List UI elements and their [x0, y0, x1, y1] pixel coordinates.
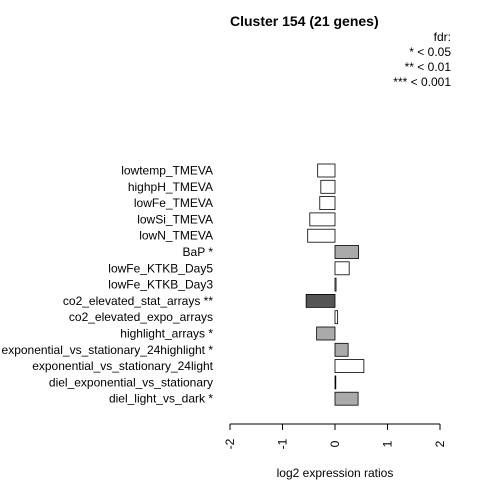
x-tick-label-5: 2 [433, 440, 447, 447]
bar-9 [305, 293, 336, 308]
category-label-14: diel_exponential_vs_stationary [49, 375, 213, 389]
x-tick-label-2: -1 [276, 438, 290, 449]
fdr-legend: fdr: * < 0.05 ** < 0.01 *** < 0.001 [393, 30, 451, 90]
x-axis: -2 -1 0 1 2 [223, 423, 447, 449]
x-axis-label: log2 expression ratios [277, 466, 394, 480]
bar-8 [334, 277, 337, 292]
category-label-4: lowSi_TMEVA [137, 212, 213, 226]
category-label-8: lowFe_KTKB_Day3 [108, 278, 213, 292]
chart-title: Cluster 154 (21 genes) [230, 13, 379, 29]
bar-5 [307, 228, 336, 243]
bar-3 [319, 196, 336, 211]
bar-11 [316, 326, 336, 341]
category-label-13: exponential_vs_stationary_24light [32, 359, 213, 373]
bar-4 [309, 212, 336, 227]
legend-title: fdr: [433, 30, 451, 44]
bar-14 [334, 375, 337, 390]
x-tick-label-4: 1 [381, 440, 395, 447]
x-tick-label-1: -2 [223, 438, 237, 449]
category-label-6: BaP * [183, 245, 214, 259]
category-label-7: lowFe_KTKB_Day5 [108, 261, 213, 275]
category-labels-group: lowtemp_TMEVA highpH_TMEVA lowFe_TMEVA lowS… [2, 164, 214, 406]
category-label-5: lowN_TMEVA [139, 229, 213, 243]
category-label-9: co2_elevated_stat_arrays ** [63, 294, 213, 308]
bar-2 [320, 179, 336, 194]
bar-7 [334, 261, 350, 276]
bar-6 [334, 245, 360, 259]
category-label-15: diel_light_vs_dark * [109, 392, 213, 406]
bar-10 [334, 310, 339, 325]
category-label-11: highlight_arrays * [120, 327, 213, 341]
category-label-2: highpH_TMEVA [128, 180, 213, 194]
legend-item-2-star: ** < 0.01 [404, 60, 451, 74]
bar-1 [317, 163, 336, 178]
legend-item-1-star: * < 0.05 [409, 45, 451, 59]
x-tick-label-3: 0 [328, 440, 342, 447]
bar-12 [334, 342, 349, 357]
bars-group [305, 163, 365, 406]
category-label-3: lowFe_TMEVA [134, 196, 213, 210]
category-label-12: exponential_vs_stationary_24highlight * [2, 343, 214, 357]
category-label-1: lowtemp_TMEVA [121, 164, 213, 178]
bar-15 [334, 391, 359, 406]
bar-13 [334, 359, 365, 374]
legend-item-3-star: *** < 0.001 [393, 75, 451, 89]
category-label-10: co2_elevated_expo_arrays [69, 310, 213, 324]
